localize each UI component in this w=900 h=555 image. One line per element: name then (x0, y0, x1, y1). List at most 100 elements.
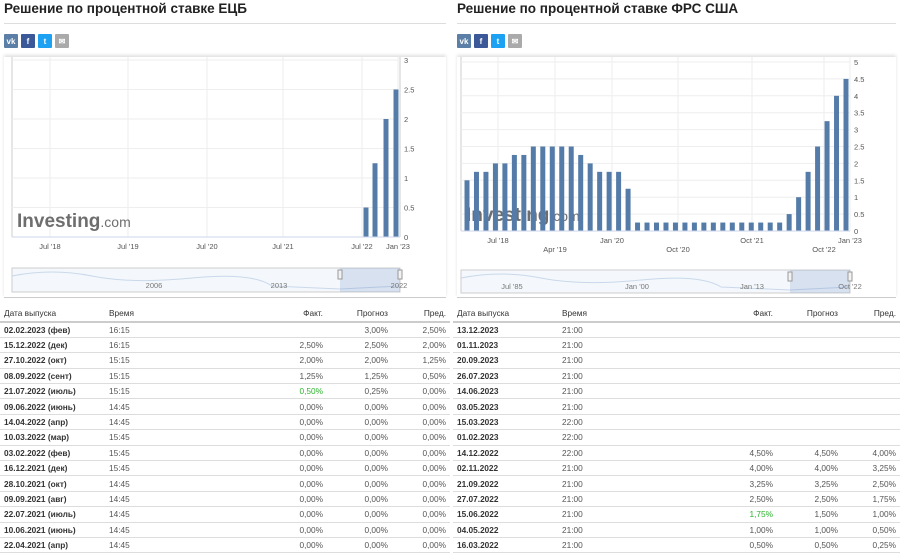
bar[interactable] (372, 163, 378, 237)
bar[interactable] (549, 146, 555, 232)
navigator-label: Oct '22 (838, 282, 862, 291)
actual-value: 2,00% (262, 352, 327, 369)
previous-value (842, 322, 900, 338)
bar[interactable] (530, 146, 536, 232)
forecast-value: 0,00% (327, 445, 392, 462)
release-date: 09.09.2021 (авг) (0, 491, 105, 508)
actual-value: 0,00% (262, 414, 327, 431)
table-row: 15.03.2023 22:00 (453, 414, 900, 431)
bar[interactable] (464, 180, 470, 231)
release-date: 03.05.2023 (453, 398, 558, 415)
bar[interactable] (363, 207, 369, 238)
bar[interactable] (635, 222, 641, 231)
bar[interactable] (729, 222, 735, 231)
bar[interactable] (843, 78, 849, 232)
bar[interactable] (578, 154, 584, 231)
bar[interactable] (777, 222, 783, 231)
release-date: 10.06.2021 (июнь) (0, 522, 105, 538)
release-time: 21:00 (558, 506, 712, 523)
bar[interactable] (824, 121, 830, 231)
ecb-panel: Решение по процентной ставке ЕЦБ vk f t ✉ 0… (0, 1, 450, 554)
navigator-label: 2013 (271, 281, 288, 290)
ecb-chart[interactable]: 0 0.5 1 1.5 2 2.5 3 Jul '18 Jul '19 Jul '20 Jul '2… (4, 57, 446, 298)
column-header[interactable]: Факт. (712, 305, 777, 323)
bar[interactable] (672, 222, 678, 231)
table-row: 03.02.2022 (фев) 15:45 0,00% 0,00% 0,00% (0, 445, 450, 462)
bar[interactable] (393, 89, 399, 238)
bar[interactable] (710, 222, 716, 231)
table-row: 27.07.2022 21:00 2,50% 2,50% 1,75% (453, 491, 900, 508)
previous-value (842, 383, 900, 400)
column-header[interactable]: Пред. (392, 305, 450, 323)
column-header[interactable]: Прогноз (777, 305, 842, 323)
bar[interactable] (796, 197, 802, 231)
email-icon[interactable]: ✉ (55, 34, 69, 48)
column-header[interactable]: Прогноз (327, 305, 392, 323)
bar[interactable] (701, 222, 707, 231)
bar[interactable] (473, 171, 479, 231)
email-icon[interactable]: ✉ (508, 34, 522, 48)
navigator-handle-left[interactable] (337, 269, 343, 280)
bar[interactable] (720, 222, 726, 231)
release-time: 21:00 (558, 460, 712, 477)
navigator-handle-right[interactable] (847, 271, 853, 282)
table-row: 02.11.2022 21:00 4,00% 4,00% 3,25% (453, 460, 900, 477)
bar[interactable] (786, 214, 792, 231)
bar[interactable] (587, 163, 593, 231)
navigator-handle-right[interactable] (397, 269, 403, 280)
vk-icon[interactable]: vk (4, 34, 18, 48)
bar[interactable] (834, 95, 840, 231)
bar[interactable] (616, 171, 622, 231)
bar[interactable] (805, 171, 811, 231)
bar[interactable] (758, 222, 764, 231)
navigator-series (11, 271, 401, 290)
column-header[interactable]: Время (558, 305, 712, 323)
bar[interactable] (663, 222, 669, 231)
bar[interactable] (748, 222, 754, 231)
column-header[interactable]: Время (105, 305, 262, 323)
navigator[interactable] (11, 267, 401, 293)
facebook-icon[interactable]: f (474, 34, 488, 48)
bar[interactable] (691, 222, 697, 231)
release-date: 26.07.2023 (453, 368, 558, 385)
column-header[interactable]: Дата выпуска (0, 305, 105, 323)
bar[interactable] (815, 146, 821, 232)
bar[interactable] (383, 119, 389, 237)
forecast-value (777, 383, 842, 400)
column-header[interactable]: Дата выпуска (453, 305, 558, 323)
navigator-handle-left[interactable] (787, 271, 793, 282)
twitter-icon[interactable]: t (38, 34, 52, 48)
previous-value: 4,00% (842, 445, 900, 462)
navigator-label: 2022 (391, 281, 408, 290)
bar[interactable] (568, 146, 574, 232)
column-header[interactable]: Факт. (262, 305, 327, 323)
bar[interactable] (502, 163, 508, 231)
bar[interactable] (739, 222, 745, 231)
table-row: 01.11.2023 21:00 (453, 337, 900, 354)
forecast-value: 4,00% (777, 460, 842, 477)
facebook-icon[interactable]: f (21, 34, 35, 48)
column-header[interactable]: Пред. (842, 305, 900, 323)
bar[interactable] (644, 222, 650, 231)
x-tick-label: Jul '20 (196, 242, 217, 251)
bar[interactable] (492, 163, 498, 231)
bar[interactable] (767, 222, 773, 231)
bar[interactable] (540, 146, 546, 232)
bar[interactable] (597, 171, 603, 231)
bar[interactable] (654, 222, 659, 231)
release-date: 14.12.2022 (453, 445, 558, 462)
bar[interactable] (559, 146, 565, 232)
actual-value (712, 414, 777, 431)
navigator-selection[interactable] (340, 268, 400, 292)
navigator-selection[interactable] (790, 270, 850, 293)
bar[interactable] (625, 188, 631, 231)
vk-icon[interactable]: vk (457, 34, 471, 48)
bar[interactable] (521, 154, 527, 231)
bar[interactable] (682, 222, 688, 231)
release-time: 21:00 (558, 322, 712, 338)
bar[interactable] (483, 171, 489, 231)
fed-chart[interactable]: 0 0.5 1 1.5 2 2.5 3 3.5 4 4.5 5 Jul '18 Apr '19 Jan '… (457, 57, 896, 298)
bar[interactable] (511, 154, 517, 231)
bar[interactable] (606, 171, 612, 231)
twitter-icon[interactable]: t (491, 34, 505, 48)
